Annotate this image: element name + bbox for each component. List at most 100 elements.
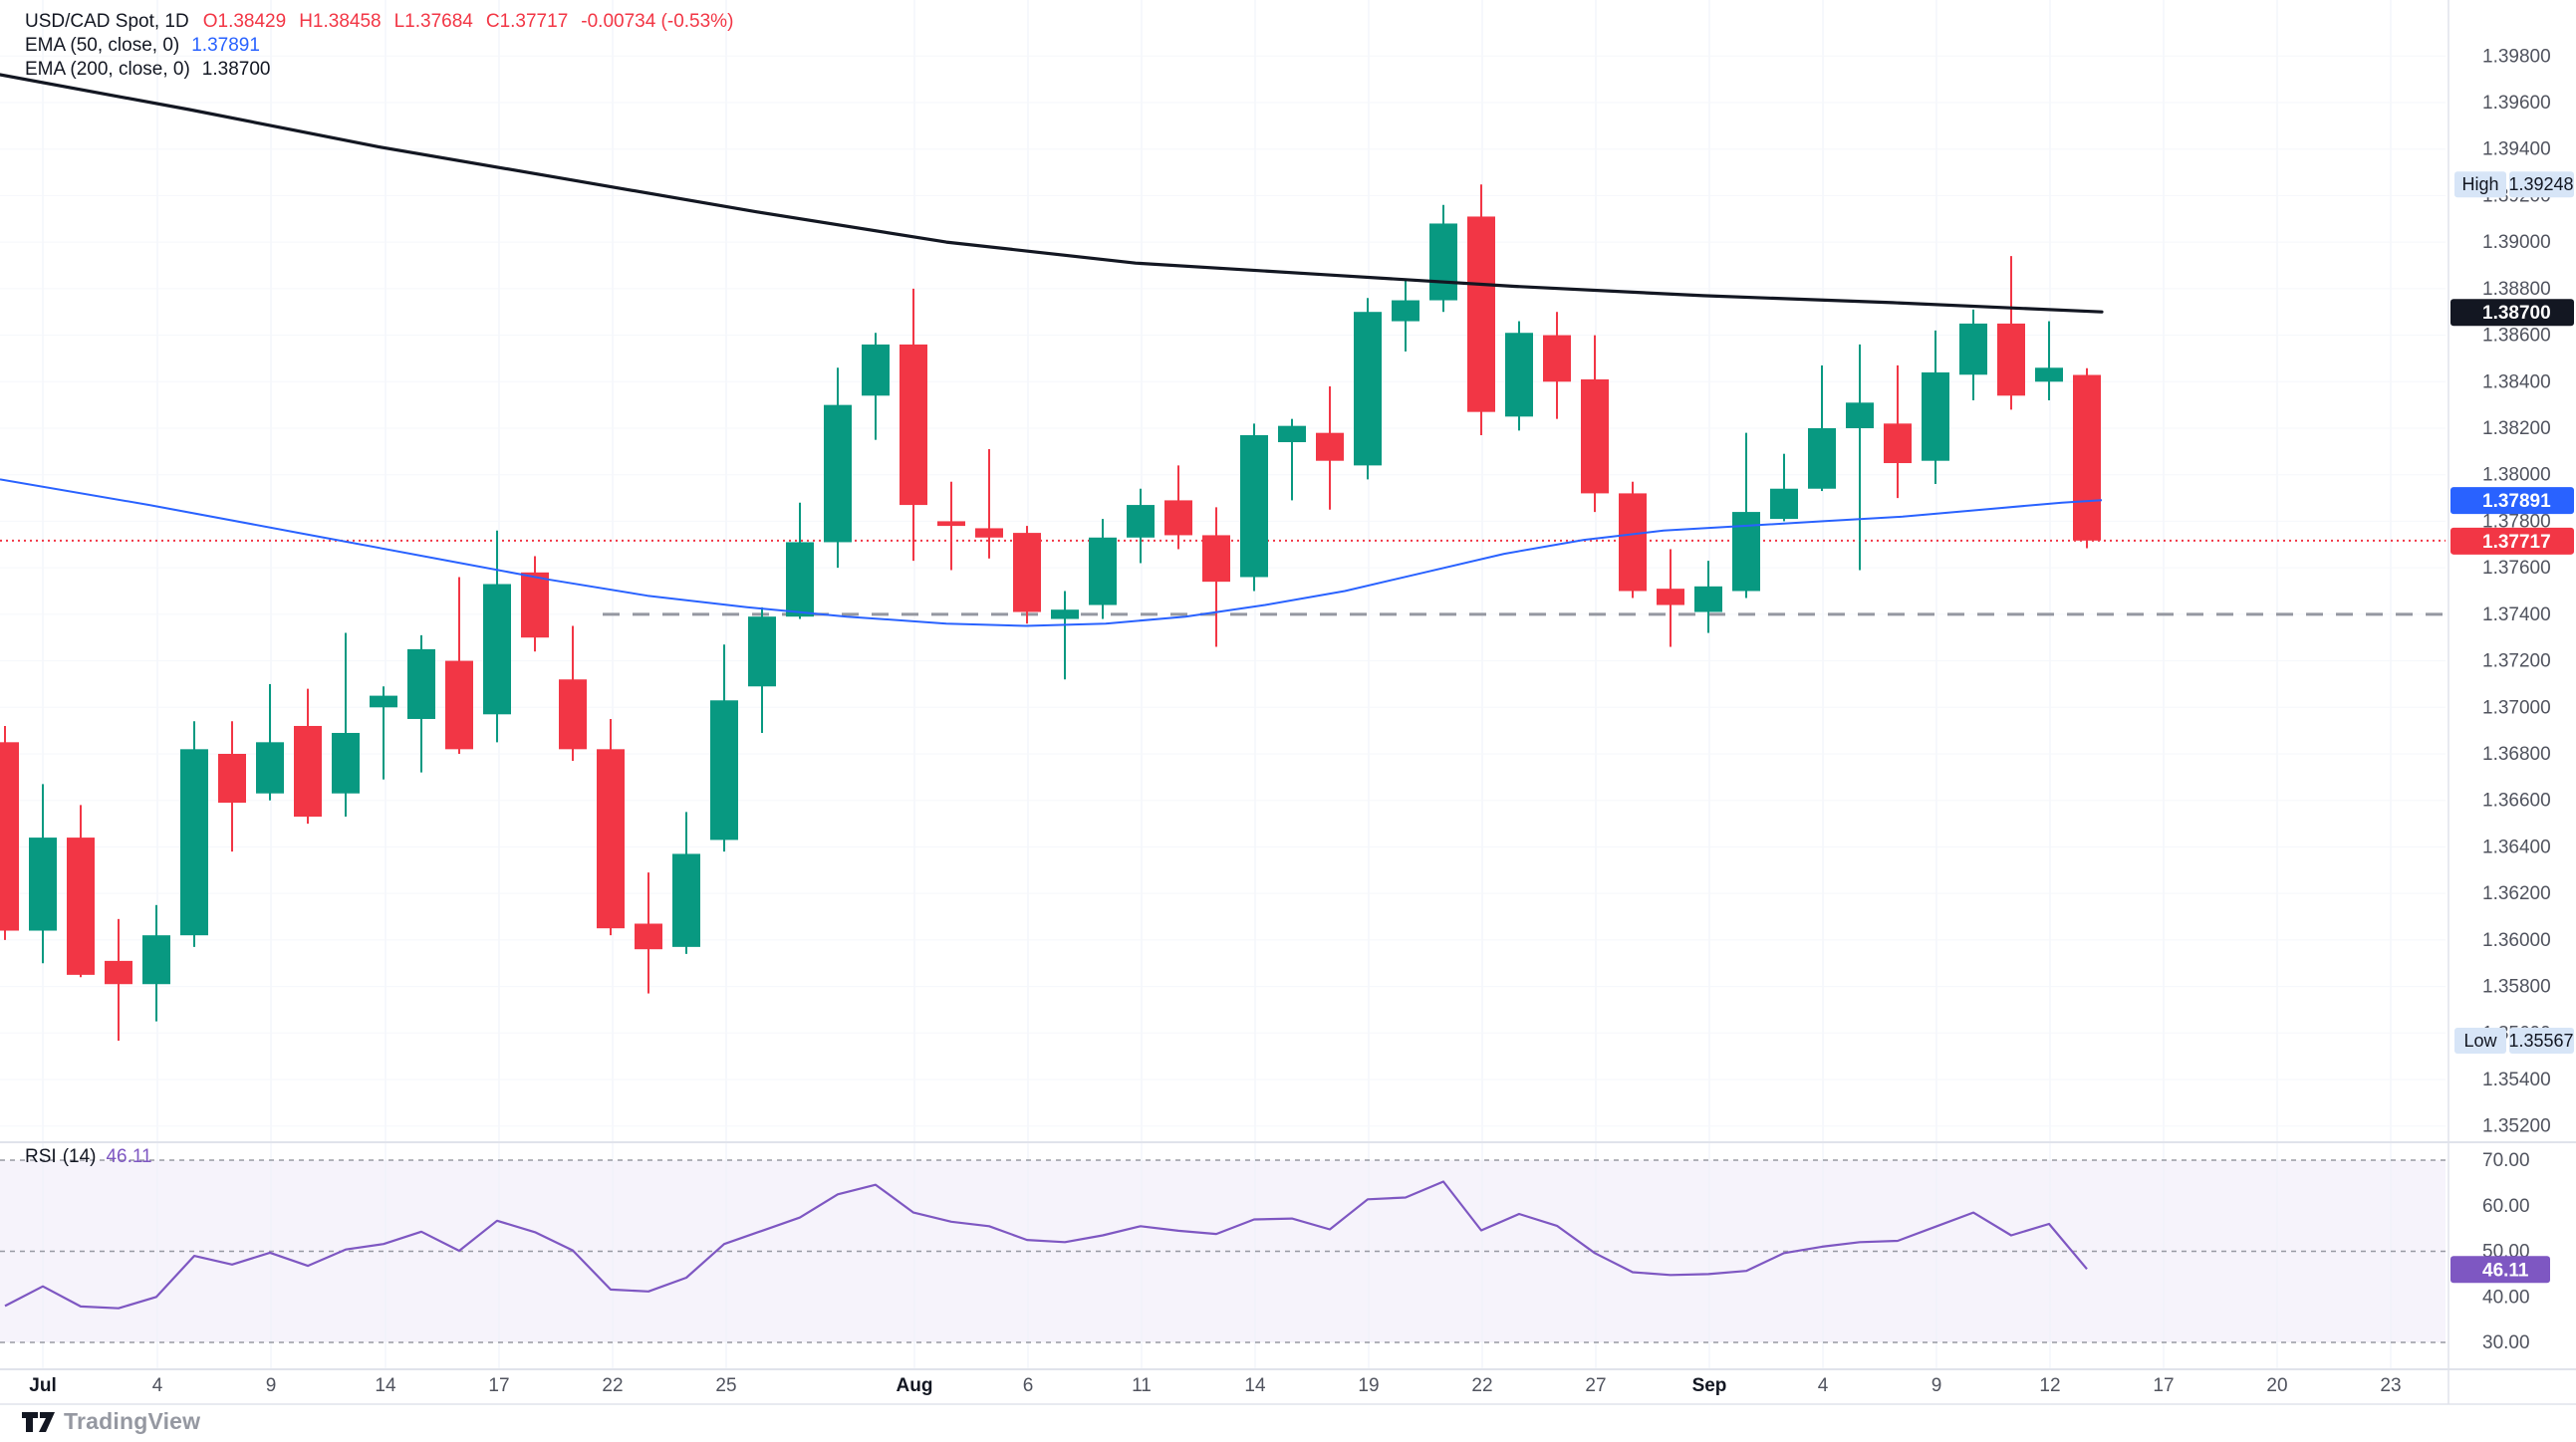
candle[interactable] — [1278, 418, 1306, 501]
candle[interactable] — [710, 644, 738, 852]
candle-body — [1884, 423, 1912, 464]
time-tick-label: 22 — [602, 1375, 623, 1396]
candle[interactable] — [407, 634, 435, 773]
candle[interactable] — [559, 625, 587, 762]
price-axis[interactable]: 1.398001.396001.394001.392001.390001.388… — [2482, 46, 2551, 1353]
candle[interactable] — [67, 805, 95, 978]
candle-body — [862, 344, 890, 396]
candle-body — [0, 742, 19, 931]
price-tick-label: 1.37000 — [2482, 697, 2551, 718]
rsi-label[interactable]: RSI — [25, 1146, 57, 1167]
candle[interactable] — [256, 683, 284, 801]
candlesticks — [0, 184, 2101, 1041]
candle[interactable] — [635, 872, 662, 994]
time-tick-label: 6 — [1023, 1375, 1034, 1396]
candle[interactable] — [142, 904, 170, 1022]
candle-body — [975, 528, 1003, 538]
candle[interactable] — [1959, 309, 1987, 400]
time-axis[interactable]: Jul 4 9 14 17 22 25 Aug 6 11 14 19 22 27 Sep 4 9 12 17 20 23 — [29, 1375, 2401, 1396]
candle[interactable] — [1354, 298, 1382, 480]
candle[interactable] — [597, 718, 625, 936]
candle[interactable] — [937, 481, 965, 571]
svg-text:Low: Low — [2463, 1031, 2497, 1051]
candle[interactable] — [1392, 279, 1419, 352]
candle[interactable] — [748, 606, 776, 733]
candle[interactable] — [672, 812, 700, 954]
candle-body — [370, 695, 397, 708]
ema200-line[interactable] — [0, 73, 2104, 314]
legend-ema200-row: EMA (200, close, 0) 1.38700 — [25, 58, 746, 81]
candle[interactable] — [975, 449, 1003, 559]
candle-body — [1657, 589, 1684, 605]
svg-text:1.37891: 1.37891 — [2482, 491, 2551, 512]
candle[interactable] — [1581, 335, 1609, 513]
candle[interactable] — [1467, 184, 1495, 436]
candle[interactable] — [0, 725, 19, 940]
candle[interactable] — [1127, 488, 1155, 564]
candle[interactable] — [105, 918, 132, 1041]
candle[interactable] — [862, 333, 890, 440]
candle[interactable] — [1164, 465, 1192, 550]
candle[interactable] — [1846, 344, 1874, 571]
candle-body — [1770, 488, 1798, 520]
candle[interactable] — [294, 688, 322, 825]
candle[interactable] — [1429, 204, 1457, 313]
candle-body — [900, 344, 927, 506]
candle[interactable] — [1657, 549, 1684, 647]
candle-body — [1392, 300, 1419, 322]
candle[interactable] — [180, 721, 208, 947]
time-tick-label: Sep — [1692, 1375, 1727, 1396]
candle[interactable] — [2035, 321, 2063, 400]
price-tick-label: 1.35200 — [2482, 1116, 2551, 1137]
candle[interactable] — [445, 577, 473, 754]
candle[interactable] — [1316, 385, 1344, 510]
candle[interactable] — [1619, 481, 1647, 599]
ema50-line[interactable] — [0, 478, 2103, 627]
symbol-title[interactable]: USD/CAD Spot, 1D — [25, 11, 189, 32]
rsi-band — [0, 1160, 2446, 1342]
candle[interactable] — [1202, 507, 1230, 647]
candle[interactable] — [1051, 591, 1079, 680]
price-tick-label: 1.38800 — [2482, 279, 2551, 300]
candle-body — [1164, 500, 1192, 536]
time-tick-label: 25 — [715, 1375, 736, 1396]
candle[interactable] — [1694, 561, 1722, 633]
candle[interactable] — [1997, 256, 2025, 410]
candle[interactable] — [332, 632, 360, 818]
candle[interactable] — [1770, 453, 1798, 522]
candle[interactable] — [1808, 364, 1836, 492]
candle[interactable] — [824, 367, 852, 569]
candle[interactable] — [1543, 312, 1571, 419]
candle[interactable] — [900, 288, 927, 562]
candle[interactable] — [483, 530, 511, 743]
rsi-legend: RSI (14) 46.11 — [25, 1146, 152, 1168]
candle-body — [521, 572, 549, 638]
candle[interactable] — [29, 784, 57, 964]
ema200-label[interactable]: EMA (200, close, 0) — [25, 59, 190, 80]
candle[interactable] — [2073, 367, 2101, 549]
price-tick-label: 1.37400 — [2482, 604, 2551, 625]
candle-body — [1202, 535, 1230, 583]
ema200-value: 1.38700 — [201, 59, 271, 80]
candle[interactable] — [521, 556, 549, 652]
candle[interactable] — [370, 686, 397, 780]
candle[interactable] — [1013, 526, 1041, 624]
tradingview-logo[interactable]: TradingView — [22, 1406, 200, 1436]
time-tick-label: 17 — [488, 1375, 509, 1396]
price-tick-label: 1.39000 — [2482, 232, 2551, 253]
candle-body — [1467, 216, 1495, 412]
rsi-tick-label: 30.00 — [2482, 1332, 2530, 1353]
candle[interactable] — [1505, 321, 1533, 431]
candle[interactable] — [1884, 364, 1912, 499]
rsi-line[interactable] — [4, 1180, 2088, 1310]
rsi-value: 46.11 — [106, 1146, 152, 1167]
ema50-label[interactable]: EMA (50, close, 0) — [25, 35, 180, 56]
candle[interactable] — [786, 502, 814, 619]
low-marker: Low 1.35567 — [2454, 1027, 2574, 1054]
candle[interactable] — [1089, 519, 1117, 619]
candle[interactable] — [1922, 330, 1949, 485]
candle[interactable] — [1240, 423, 1268, 592]
candle[interactable] — [218, 721, 246, 852]
candle-body — [2073, 374, 2101, 541]
